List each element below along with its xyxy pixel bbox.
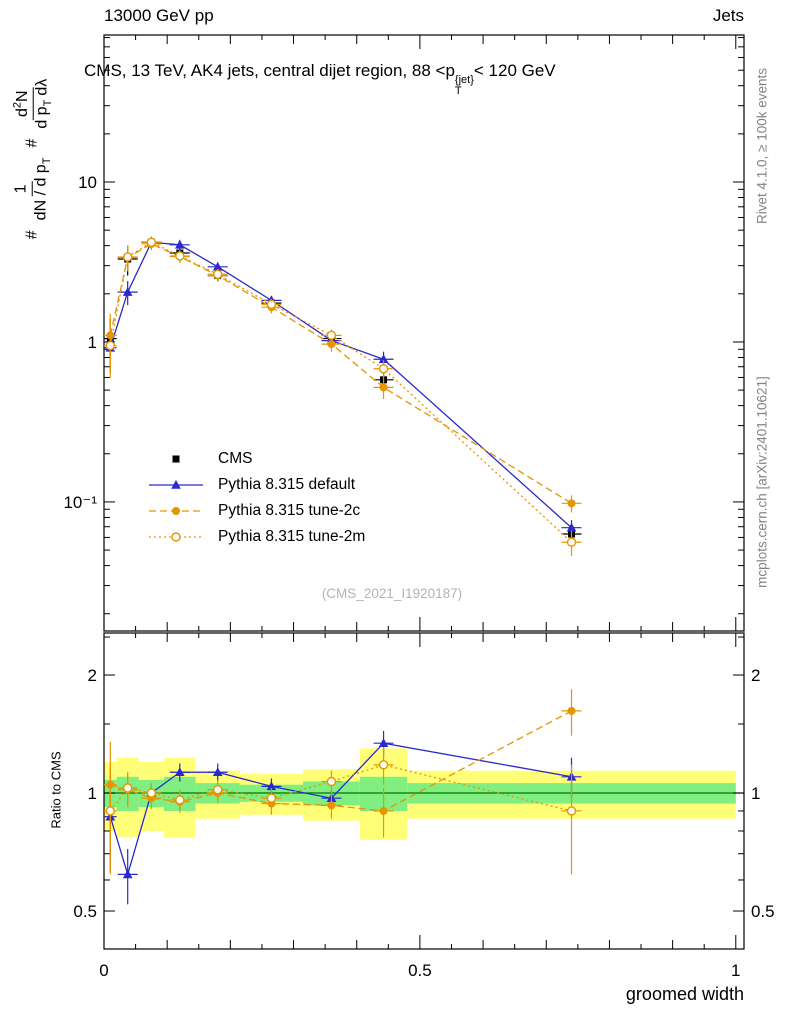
legend-label-pythia-tune2c: Pythia 8.315 tune-2c: [218, 502, 361, 519]
plot-title: CMS, 13 TeV, AK4 jets, central dijet reg…: [84, 61, 556, 97]
legend-item-pythia-tune2c: Pythia 8.315 tune-2c: [146, 498, 365, 524]
ylabel-fraction-1: 1 dN / d pT: [12, 156, 53, 223]
pt-jet-stack: {jet} T: [455, 75, 474, 97]
svg-text:2: 2: [751, 666, 760, 685]
legend: CMS Pythia 8.315 default Pythia 8.315 tu…: [146, 446, 365, 550]
plot-title-sup: {jet}: [454, 74, 474, 86]
legend-label-pythia-default: Pythia 8.315 default: [218, 476, 356, 493]
svg-text:0: 0: [99, 961, 108, 980]
legend-label-pythia-tune2m: Pythia 8.315 tune-2m: [218, 528, 366, 545]
svg-text:0.5: 0.5: [73, 902, 97, 921]
svg-text:1: 1: [751, 784, 760, 803]
ylabel-frac2-numerator: d2N: [11, 87, 34, 121]
beam-energy-label: 13000 GeV pp: [104, 6, 214, 25]
y-axis-label-main: # 1 dN / d pT # d2N d pTdλ: [11, 77, 55, 240]
ratio-axis-label: Ratio to CMS: [48, 751, 64, 829]
ylabel-hash-2: #: [23, 138, 41, 148]
legend-item-cms: CMS: [146, 446, 365, 472]
ylabel-frac1-denominator: dN / d pT: [32, 156, 53, 223]
x-axis-title: groomed width: [625, 984, 744, 1004]
ylabel-frac2-den-sub: T: [41, 99, 54, 107]
pythia-default-marker-icon: [149, 480, 203, 489]
ylabel-frac1-den-text: dN / d p: [32, 164, 50, 221]
ylabel-frac2-num-sup: 2: [11, 101, 24, 109]
ylabel-frac2-num-d: d: [14, 108, 32, 118]
ylabel-frac2-den-text: d p: [33, 106, 51, 129]
legend-label-cms: CMS: [218, 450, 253, 467]
mcplots-credit: mcplots.cern.ch [arXiv:2401.10621]: [754, 376, 770, 588]
svg-text:10⁻¹: 10⁻¹: [63, 493, 97, 512]
ylabel-frac2-num-N: N: [14, 90, 32, 102]
plot-title-post: < 120 GeV: [473, 61, 556, 80]
svg-text:1: 1: [88, 784, 97, 803]
svg-text:1: 1: [88, 333, 97, 352]
svg-text:10: 10: [78, 173, 97, 192]
ylabel-fraction-2: d2N d pTdλ: [11, 77, 55, 131]
svg-text:2: 2: [88, 666, 97, 685]
rivet-version-credit: Rivet 4.1.0, ≥ 100k events: [754, 68, 770, 224]
ylabel-frac2-den-tail: dλ: [33, 78, 51, 96]
svg-text:0.5: 0.5: [408, 961, 432, 980]
plot-title-sub: T: [454, 85, 462, 97]
ylabel-frac1-numerator: 1: [12, 181, 33, 197]
legend-item-pythia-default: Pythia 8.315 default: [146, 472, 365, 498]
pythia-tune2m-marker-icon: [149, 532, 203, 542]
analysis-id-watermark: (CMS_2021_I1920187): [321, 586, 463, 601]
cms-marker-icon: [172, 455, 180, 463]
ylabel-hash-1: #: [23, 230, 41, 240]
analysis-group-label: Jets: [712, 6, 744, 25]
ylabel-frac2-denominator: d pTdλ: [33, 77, 54, 131]
svg-text:0.5: 0.5: [751, 902, 775, 921]
svg-text:1: 1: [731, 961, 740, 980]
plot-title-pre: CMS, 13 TeV, AK4 jets, central dijet reg…: [84, 61, 455, 80]
pythia-tune2c-marker-icon: [149, 507, 203, 515]
ylabel-frac1-den-sub: T: [40, 157, 53, 165]
legend-item-pythia-tune2m: Pythia 8.315 tune-2m: [146, 524, 365, 550]
